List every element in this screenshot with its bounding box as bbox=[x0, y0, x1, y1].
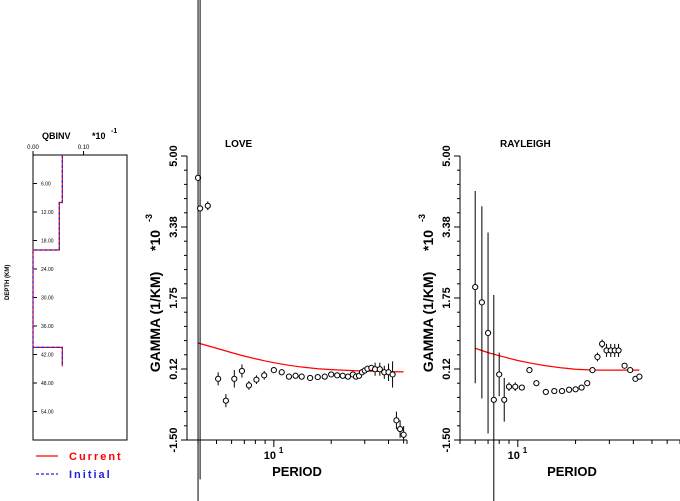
rayleigh-data-point bbox=[551, 387, 558, 395]
love-ylabel: GAMMA (1/KM) bbox=[147, 272, 163, 373]
love-data-point bbox=[314, 373, 321, 381]
rayleigh-data-point bbox=[594, 353, 601, 361]
rayleigh-data-point bbox=[472, 283, 479, 291]
rayleigh-y-tick-label: 5.00 bbox=[441, 145, 453, 166]
qbinv-y-tick-label: 6.00 bbox=[41, 182, 51, 188]
love-title: LOVE bbox=[225, 139, 253, 150]
qbinv-x-tick-label: 0.10 bbox=[78, 145, 90, 151]
love-data-point bbox=[339, 372, 346, 379]
rayleigh-y-tick-label: 3.38 bbox=[441, 216, 453, 237]
love-data-point bbox=[292, 372, 299, 379]
rayleigh-data-point bbox=[505, 383, 513, 390]
rayleigh-data-point bbox=[496, 371, 503, 378]
rayleigh-y-exponent-power: -3 bbox=[417, 214, 427, 222]
rayleigh-data-point bbox=[501, 396, 508, 403]
rayleigh-data-point bbox=[621, 362, 628, 369]
qbinv-exponent-power: -1 bbox=[111, 128, 117, 135]
love-data-point bbox=[344, 373, 352, 380]
love-data-point bbox=[261, 372, 268, 379]
love-data-point bbox=[245, 382, 253, 389]
love-y-tick-label: 5.00 bbox=[168, 145, 180, 166]
rayleigh-data-point bbox=[490, 396, 497, 403]
rayleigh-y-tick-label: 0.12 bbox=[441, 358, 453, 379]
love-data-point bbox=[298, 373, 305, 380]
qbinv-panel: QBINV *10 -1 0.00 0.10 6.00 12.00 18.00 24.00 30.… bbox=[5, 128, 128, 481]
qbinv-series-initial bbox=[32, 155, 63, 367]
love-data-point bbox=[334, 372, 341, 379]
qbinv-exponent-label: *10 bbox=[92, 131, 106, 141]
qbinv-y-tick-label: 42.00 bbox=[41, 353, 54, 359]
love-data-point bbox=[238, 367, 246, 375]
rayleigh-data-point bbox=[478, 299, 485, 306]
legend-label-initial: Initial bbox=[69, 469, 112, 481]
love-xlabel: PERIOD bbox=[272, 464, 322, 479]
rayleigh-data-point bbox=[589, 366, 596, 374]
rayleigh-xlabel: PERIOD bbox=[547, 464, 597, 479]
love-data-point bbox=[393, 417, 400, 424]
love-y-tick-label: 3.38 bbox=[168, 216, 180, 237]
love-data-point bbox=[194, 174, 202, 181]
qbinv-y-tick-label: 54.00 bbox=[41, 410, 54, 416]
love-data-point bbox=[253, 376, 260, 383]
rayleigh-data-point bbox=[558, 387, 566, 395]
qbinv-title: QBINV bbox=[42, 131, 71, 141]
love-data-point bbox=[397, 425, 404, 433]
love-data-point bbox=[389, 371, 396, 378]
rayleigh-x-tick-power: 1 bbox=[523, 446, 528, 455]
rayleigh-data-point bbox=[599, 340, 606, 347]
rayleigh-data-point bbox=[533, 380, 540, 387]
love-y-tick-label: -1.50 bbox=[168, 427, 180, 452]
love-predicted-curve bbox=[197, 342, 404, 373]
love-data-point bbox=[321, 373, 328, 380]
love-y-tick-label: 0.12 bbox=[168, 358, 180, 379]
love-y-exponent-power: -3 bbox=[144, 214, 154, 222]
rayleigh-x-tick-label: 10 bbox=[508, 450, 520, 462]
love-data-point bbox=[285, 373, 293, 380]
love-data-point bbox=[328, 371, 335, 378]
qbinv-y-tick-label: 36.00 bbox=[41, 324, 54, 330]
love-data-point bbox=[307, 374, 314, 382]
rayleigh-y-exponent-label: *10 bbox=[420, 230, 436, 251]
rayleigh-data-point bbox=[636, 373, 643, 380]
qbinv-y-tick-label: 24.00 bbox=[41, 267, 54, 273]
love-data-point bbox=[204, 202, 211, 209]
rayleigh-y-tick-label: 1.75 bbox=[441, 287, 453, 308]
rayleigh-data-point bbox=[512, 383, 519, 390]
love-data-point bbox=[270, 366, 277, 374]
rayleigh-data-point bbox=[542, 388, 549, 396]
rayleigh-data-point bbox=[615, 347, 622, 354]
qbinv-y-tick-label: 48.00 bbox=[41, 381, 54, 387]
qbinv-y-tick-label: 18.00 bbox=[41, 239, 54, 245]
rayleigh-panel: -1.50 0.12 1.75 3.38 5.00 10 1 RAYLEIGH PERIOD GA… bbox=[417, 139, 680, 501]
love-x-tick-power: 1 bbox=[279, 446, 284, 455]
qbinv-y-tick-label: 30.00 bbox=[41, 296, 54, 302]
legend-label-current: Current bbox=[69, 451, 123, 463]
love-data-point bbox=[231, 375, 238, 382]
love-data-point bbox=[400, 431, 407, 438]
love-y-exponent-label: *10 bbox=[147, 230, 163, 251]
love-data-point bbox=[278, 369, 285, 376]
rayleigh-data-point bbox=[518, 384, 525, 391]
love-data-point bbox=[215, 375, 222, 382]
love-y-tick-label: 1.75 bbox=[168, 287, 180, 308]
qbinv-x-tick-label: 0.00 bbox=[27, 145, 39, 151]
love-panel: -1.50 0.12 1.75 3.38 5.00 10 1 LOVE PERIOD GAMMA … bbox=[144, 0, 408, 501]
rayleigh-data-point bbox=[484, 329, 492, 337]
love-data-point bbox=[376, 366, 383, 373]
rayleigh-data-point bbox=[578, 384, 585, 391]
qbinv-ylabel: DEPTH (KM) bbox=[5, 265, 11, 300]
rayleigh-ylabel: GAMMA (1/KM) bbox=[420, 272, 436, 373]
rayleigh-data-point bbox=[572, 386, 579, 393]
rayleigh-data-point bbox=[584, 380, 591, 387]
love-data-point bbox=[196, 205, 204, 212]
rayleigh-data-point bbox=[526, 366, 533, 374]
love-x-tick-label: 10 bbox=[264, 450, 276, 462]
rayleigh-data-point bbox=[565, 386, 573, 393]
rayleigh-y-tick-label: -1.50 bbox=[441, 427, 453, 452]
rayleigh-title: RAYLEIGH bbox=[500, 139, 551, 150]
rayleigh-data-point bbox=[627, 366, 634, 374]
qbinv-y-tick-label: 12.00 bbox=[41, 210, 54, 216]
love-data-point bbox=[222, 397, 229, 404]
